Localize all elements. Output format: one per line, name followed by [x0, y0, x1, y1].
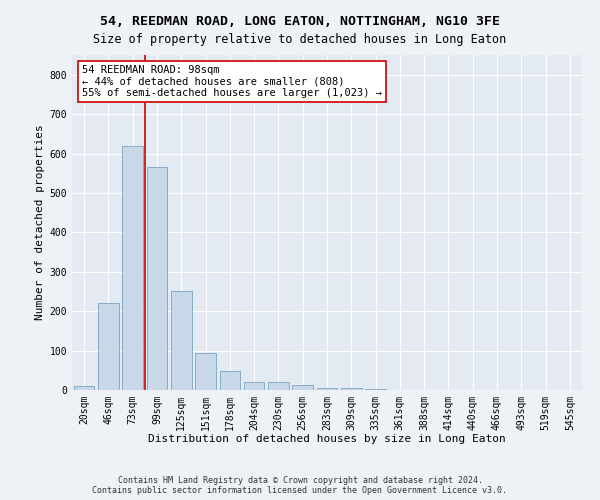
Text: Size of property relative to detached houses in Long Eaton: Size of property relative to detached ho…	[94, 32, 506, 46]
Bar	[317, 388, 337, 390]
Bar	[220, 371, 240, 390]
Bar	[341, 388, 362, 390]
Bar	[292, 385, 313, 390]
X-axis label: Distribution of detached houses by size in Long Eaton: Distribution of detached houses by size …	[148, 434, 506, 444]
Bar	[195, 352, 216, 390]
Bar	[268, 382, 289, 390]
Text: 54, REEDMAN ROAD, LONG EATON, NOTTINGHAM, NG10 3FE: 54, REEDMAN ROAD, LONG EATON, NOTTINGHAM…	[100, 15, 500, 28]
Text: Contains HM Land Registry data © Crown copyright and database right 2024.
Contai: Contains HM Land Registry data © Crown c…	[92, 476, 508, 495]
Bar	[365, 389, 386, 390]
Bar	[146, 168, 167, 390]
Text: 54 REEDMAN ROAD: 98sqm
← 44% of detached houses are smaller (808)
55% of semi-de: 54 REEDMAN ROAD: 98sqm ← 44% of detached…	[82, 65, 382, 98]
Bar	[74, 386, 94, 390]
Bar	[98, 302, 119, 390]
Bar	[171, 292, 191, 390]
Bar	[244, 382, 265, 390]
Y-axis label: Number of detached properties: Number of detached properties	[35, 124, 46, 320]
Bar	[122, 146, 143, 390]
